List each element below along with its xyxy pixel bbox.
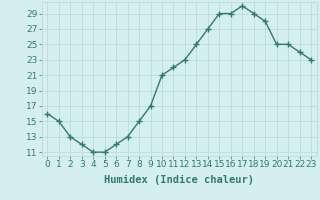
X-axis label: Humidex (Indice chaleur): Humidex (Indice chaleur) (104, 175, 254, 185)
